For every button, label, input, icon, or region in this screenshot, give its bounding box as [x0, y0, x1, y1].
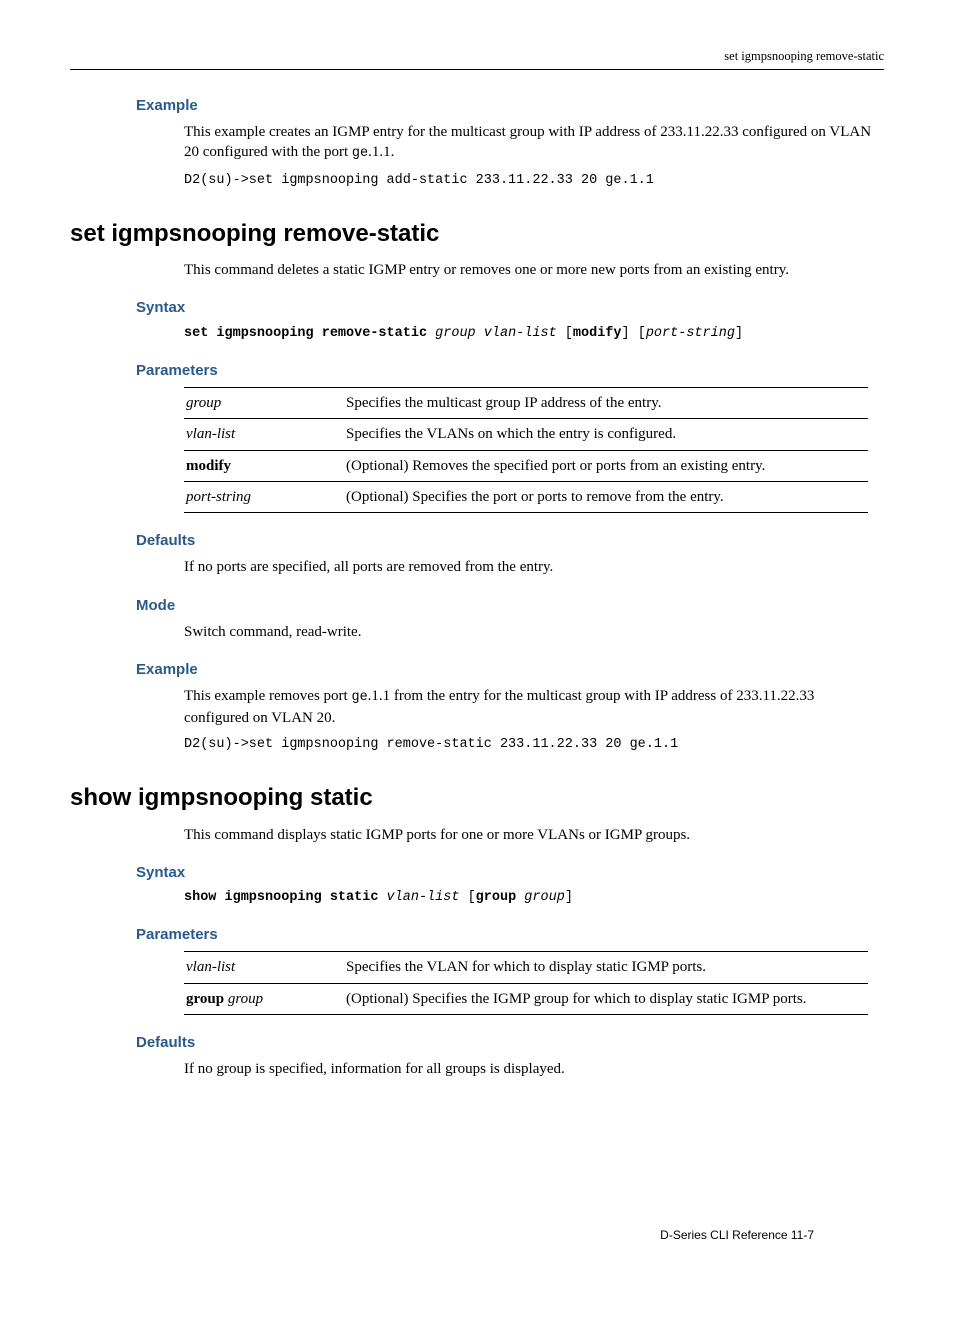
- param-name: group: [184, 388, 344, 419]
- example-paragraph: This example removes port ge.1.1 from th…: [184, 686, 880, 727]
- text: .1.1.: [368, 144, 394, 160]
- parameters-table: vlan-list Specifies the VLAN for which t…: [184, 951, 868, 1015]
- inline-code: ge: [352, 146, 368, 161]
- section-heading-parameters: Parameters: [136, 925, 884, 945]
- param-name: vlan-list: [184, 952, 344, 983]
- syntax-punct: ]: [735, 326, 743, 341]
- table-row: group group (Optional) Specifies the IGM…: [184, 983, 868, 1014]
- text: This example removes port: [184, 688, 351, 704]
- param-desc: (Optional) Removes the specified port or…: [344, 450, 868, 481]
- syntax-line: set igmpsnooping remove-static group vla…: [184, 325, 884, 343]
- text: This example creates an IGMP entry for t…: [184, 124, 871, 160]
- command-description: This command deletes a static IGMP entry…: [184, 260, 880, 280]
- param-name: vlan-list: [184, 419, 344, 450]
- defaults-text: If no ports are specified, all ports are…: [184, 557, 880, 577]
- param-name: port-string: [184, 481, 344, 512]
- param-desc: Specifies the multicast group IP address…: [344, 388, 868, 419]
- syntax-punct: ]: [565, 890, 573, 905]
- section-heading-mode: Mode: [136, 596, 884, 616]
- table-row: vlan-list Specifies the VLAN for which t…: [184, 952, 868, 983]
- command-description: This command displays static IGMP ports …: [184, 825, 880, 845]
- table-row: modify (Optional) Removes the specified …: [184, 450, 868, 481]
- syntax-punct: [: [557, 326, 573, 341]
- section-heading-syntax: Syntax: [136, 863, 884, 883]
- param-name: group group: [184, 983, 344, 1014]
- syntax-arg: group: [524, 890, 565, 905]
- syntax-keyword: set igmpsnooping remove-static: [184, 326, 427, 341]
- param-desc: (Optional) Specifies the port or ports t…: [344, 481, 868, 512]
- section-heading-defaults: Defaults: [136, 531, 884, 551]
- syntax-punct: ] [: [622, 326, 646, 341]
- running-title: set igmpsnooping remove-static: [724, 49, 884, 63]
- param-desc: Specifies the VLAN for which to display …: [344, 952, 868, 983]
- inline-code: ge: [351, 690, 367, 705]
- example-paragraph: This example creates an IGMP entry for t…: [184, 122, 880, 163]
- table-row: port-string (Optional) Specifies the por…: [184, 481, 868, 512]
- param-desc: (Optional) Specifies the IGMP group for …: [344, 983, 868, 1014]
- syntax-arg: port-string: [646, 326, 735, 341]
- code-block: D2(su)->set igmpsnooping remove-static 2…: [184, 736, 884, 754]
- running-header: set igmpsnooping remove-static: [70, 48, 884, 70]
- param-desc: Specifies the VLANs on which the entry i…: [344, 419, 868, 450]
- syntax-line: show igmpsnooping static vlan-list [grou…: [184, 889, 884, 907]
- section-heading-syntax: Syntax: [136, 298, 884, 318]
- syntax-punct: [: [459, 890, 475, 905]
- syntax-arg: group vlan-list: [435, 326, 557, 341]
- defaults-text: If no group is specified, information fo…: [184, 1059, 880, 1079]
- syntax-keyword: show igmpsnooping static: [184, 890, 378, 905]
- syntax-keyword: modify: [573, 326, 622, 341]
- command-title: show igmpsnooping static: [70, 782, 884, 814]
- param-name: modify: [184, 450, 344, 481]
- table-row: group Specifies the multicast group IP a…: [184, 388, 868, 419]
- syntax-keyword: group: [476, 890, 517, 905]
- syntax-arg: vlan-list: [387, 890, 460, 905]
- section-heading-example: Example: [136, 660, 884, 680]
- mode-text: Switch command, read-write.: [184, 622, 880, 642]
- command-title: set igmpsnooping remove-static: [70, 218, 884, 250]
- table-row: vlan-list Specifies the VLANs on which t…: [184, 419, 868, 450]
- code-block: D2(su)->set igmpsnooping add-static 233.…: [184, 172, 884, 190]
- section-heading-example: Example: [136, 96, 884, 116]
- section-heading-defaults: Defaults: [136, 1033, 884, 1053]
- section-heading-parameters: Parameters: [136, 361, 884, 381]
- parameters-table: group Specifies the multicast group IP a…: [184, 387, 868, 513]
